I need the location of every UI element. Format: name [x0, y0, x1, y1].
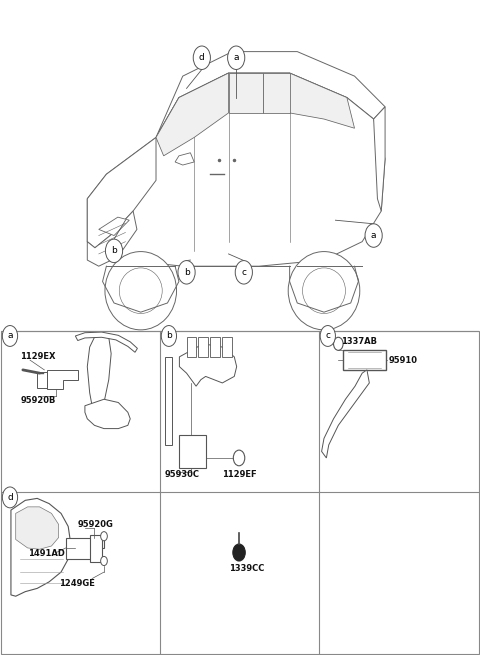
- Text: b: b: [184, 268, 190, 277]
- Text: 95920G: 95920G: [78, 520, 114, 529]
- Circle shape: [193, 46, 210, 69]
- Text: 1339CC: 1339CC: [228, 565, 264, 573]
- Polygon shape: [37, 372, 47, 388]
- Circle shape: [178, 261, 195, 284]
- Polygon shape: [228, 73, 263, 113]
- Polygon shape: [222, 337, 232, 357]
- Text: 95920B: 95920B: [21, 396, 56, 405]
- Text: d: d: [199, 53, 204, 62]
- Text: d: d: [7, 493, 13, 502]
- Circle shape: [161, 326, 177, 346]
- Polygon shape: [75, 332, 137, 352]
- Polygon shape: [156, 52, 385, 138]
- Text: 1249GE: 1249GE: [59, 578, 95, 588]
- Polygon shape: [289, 73, 355, 128]
- Ellipse shape: [288, 252, 360, 330]
- Polygon shape: [87, 138, 156, 248]
- Polygon shape: [373, 107, 385, 211]
- Polygon shape: [165, 357, 172, 445]
- Circle shape: [235, 261, 252, 284]
- Polygon shape: [210, 337, 220, 357]
- Polygon shape: [87, 211, 137, 266]
- Text: 1129EF: 1129EF: [222, 470, 257, 479]
- Polygon shape: [199, 337, 208, 357]
- Circle shape: [106, 239, 122, 263]
- Text: c: c: [325, 331, 330, 341]
- Circle shape: [101, 532, 108, 541]
- Circle shape: [101, 557, 108, 565]
- Polygon shape: [90, 535, 102, 562]
- Circle shape: [233, 450, 245, 466]
- Polygon shape: [180, 344, 237, 386]
- Text: c: c: [241, 268, 246, 277]
- Polygon shape: [180, 435, 205, 468]
- Circle shape: [233, 544, 245, 561]
- Polygon shape: [66, 538, 104, 559]
- Text: 1337AB: 1337AB: [341, 337, 377, 346]
- Ellipse shape: [105, 252, 177, 330]
- Polygon shape: [87, 73, 385, 266]
- Circle shape: [334, 337, 343, 350]
- Polygon shape: [16, 507, 59, 550]
- Text: a: a: [371, 231, 376, 240]
- Circle shape: [2, 326, 18, 346]
- Polygon shape: [87, 334, 111, 412]
- Polygon shape: [187, 337, 196, 357]
- Polygon shape: [99, 217, 129, 236]
- Polygon shape: [263, 73, 289, 113]
- Polygon shape: [343, 350, 386, 370]
- Text: b: b: [166, 331, 172, 341]
- Text: 95910: 95910: [388, 356, 418, 365]
- Circle shape: [228, 46, 245, 69]
- Polygon shape: [156, 73, 228, 156]
- Polygon shape: [175, 153, 194, 165]
- Circle shape: [320, 326, 336, 346]
- Polygon shape: [47, 370, 78, 390]
- Polygon shape: [11, 498, 71, 596]
- Polygon shape: [85, 400, 130, 428]
- Text: 1129EX: 1129EX: [21, 352, 56, 362]
- Text: a: a: [233, 53, 239, 62]
- Polygon shape: [322, 370, 369, 458]
- Bar: [1, 331, 479, 654]
- Text: b: b: [111, 246, 117, 255]
- Text: 95930C: 95930C: [165, 470, 200, 479]
- Circle shape: [365, 224, 382, 248]
- Text: 1491AD: 1491AD: [28, 550, 64, 558]
- Circle shape: [2, 487, 18, 508]
- Text: a: a: [7, 331, 13, 341]
